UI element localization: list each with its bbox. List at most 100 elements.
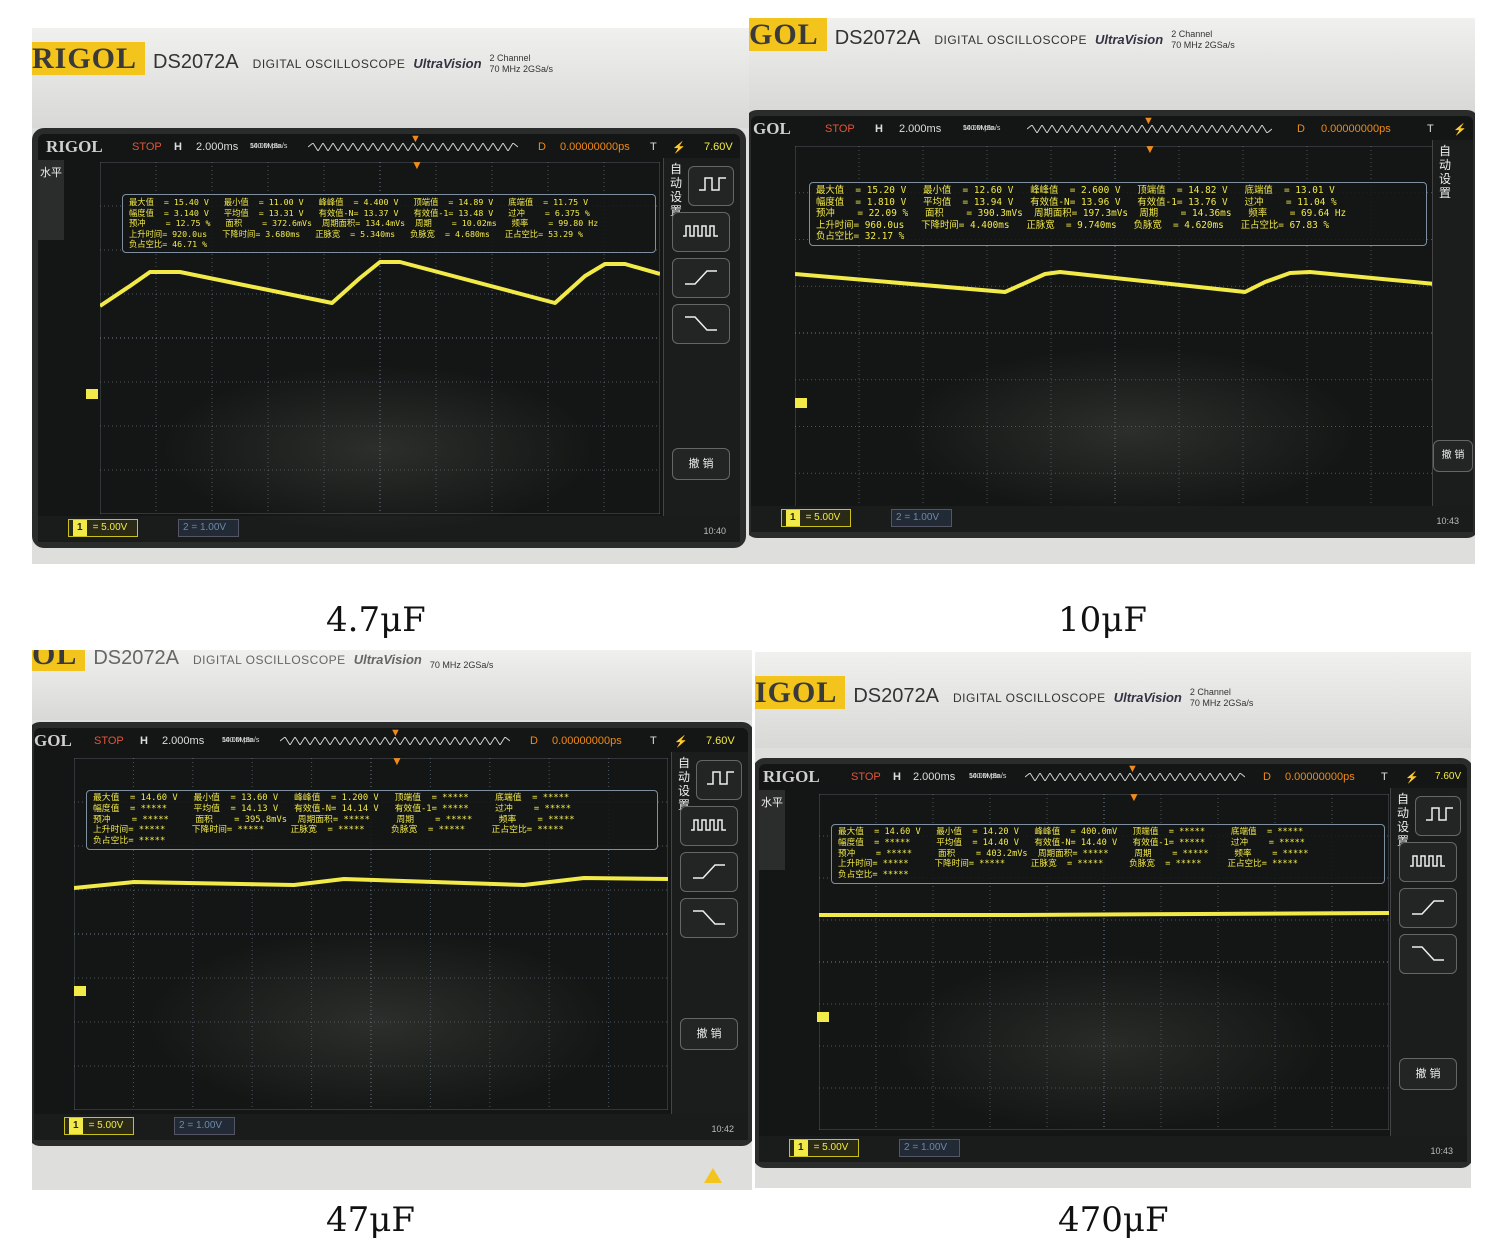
- trigger-delay[interactable]: 0.00000000ps: [1321, 123, 1391, 135]
- ch2-number: 2: [183, 522, 189, 533]
- sample-rate-value: 500.0MSa/s: [969, 773, 1007, 780]
- falling-edge-button[interactable]: [680, 898, 738, 938]
- brand-logo: GOL: [749, 18, 827, 51]
- scope-bezel: [749, 18, 1475, 112]
- delay-label: D: [1263, 771, 1271, 783]
- timebase[interactable]: 2.000ms: [899, 123, 942, 135]
- delay-label: D: [530, 735, 538, 747]
- falling-edge-button[interactable]: [1399, 934, 1457, 974]
- trigger-label: T: [1427, 123, 1434, 135]
- model-name: DS2072A: [853, 685, 939, 707]
- rising-edge-button[interactable]: [680, 852, 738, 892]
- multi-period-button[interactable]: [680, 806, 738, 846]
- memory-depth: 14.0M pts: [963, 125, 994, 132]
- run-status[interactable]: STOP: [851, 771, 881, 783]
- ch2-scale-box[interactable]: 2 = 1.00V: [178, 519, 240, 537]
- multi-period-button[interactable]: [1399, 842, 1457, 882]
- caption-2: 10μF: [1058, 600, 1147, 640]
- falling-edge-button[interactable]: [672, 304, 730, 344]
- ch2-scale: = 1.00V: [187, 1120, 223, 1131]
- meas-row: 负占空比= 46.71 %: [129, 239, 208, 249]
- trigger-position-marker: ▼: [390, 727, 401, 739]
- falling-edge-icon: [693, 910, 725, 925]
- rising-edge-icon: [1412, 900, 1444, 915]
- model-name: DS2072A: [93, 650, 179, 669]
- cancel-button[interactable]: 撤 销: [1399, 1058, 1457, 1090]
- screen-topbar: RIGOL STOP H 2.000ms 500.0MSa/s 14.0M pts…: [759, 763, 1467, 790]
- single-pulse-icon: [1426, 807, 1453, 821]
- single-period-button[interactable]: [688, 166, 734, 206]
- brand-strip: RIGOL DS2072A DIGITAL OSCILLOSCOPE UltraVis…: [32, 42, 553, 76]
- run-status[interactable]: STOP: [94, 735, 124, 747]
- screen-topbar: RIGOL STOP H 2.000ms 500.0MSa/s 14.0M pts…: [38, 133, 740, 160]
- trigger-level[interactable]: 7.60V: [1435, 771, 1462, 782]
- caption-3: 47μF: [326, 1200, 415, 1240]
- meas-row: 负占空比= *****: [93, 836, 166, 847]
- spec-label: 2 Channel 70 MHz 2GSa/s: [1171, 29, 1235, 51]
- autoset-menu: 自动设置 撤 销: [1432, 140, 1473, 506]
- trigger-delay[interactable]: 0.00000000ps: [552, 735, 622, 747]
- ch2-number: 2: [904, 1142, 910, 1153]
- ch1-waveform: [819, 911, 1389, 917]
- ch2-scale-box[interactable]: 2 = 1.00V: [174, 1117, 236, 1135]
- cancel-button[interactable]: 撤 销: [1433, 440, 1473, 472]
- rising-edge-button[interactable]: [1399, 888, 1457, 928]
- ch1-scale-box[interactable]: 1 = 5.00V: [781, 509, 852, 527]
- spec-bandwidth: 70 MHz 2GSa/s: [1189, 697, 1254, 708]
- multi-period-button[interactable]: [672, 212, 730, 252]
- brand-strip: OL DS2072A DIGITAL OSCILLOSCOPE UltraVision…: [32, 650, 493, 672]
- dso-label: DIGITAL OSCILLOSCOPE: [252, 57, 406, 71]
- channel-bar: 1 = 5.00V 2 = 1.00V 10:43: [759, 1136, 1467, 1162]
- meas-row: 预冲 = 12.75 % 面积 = 372.6mVs 周期面积= 134.4mV…: [129, 218, 599, 228]
- horizontal-tab[interactable]: 水平: [38, 160, 64, 240]
- trigger-level[interactable]: 7.60V: [706, 735, 735, 747]
- scope-bezel: [755, 652, 1471, 748]
- ch2-scale-box[interactable]: 2 = 1.00V: [891, 509, 953, 527]
- ultravision-label: UltraVision: [413, 56, 482, 71]
- autoset-title: 自动设置: [1439, 144, 1452, 200]
- single-period-button[interactable]: [1415, 796, 1461, 836]
- ch1-scale-box[interactable]: 1 = 5.00V: [68, 519, 139, 537]
- ch2-scale-box[interactable]: 2 = 1.00V: [899, 1139, 961, 1157]
- ch1-number: 1: [786, 510, 800, 526]
- trigger-marker-icon: ▼: [411, 158, 423, 172]
- falling-edge-icon: [685, 316, 717, 331]
- run-status[interactable]: STOP: [825, 123, 855, 135]
- trigger-delay[interactable]: 0.00000000ps: [1285, 771, 1355, 783]
- trigger-position-marker: ▼: [1143, 115, 1154, 127]
- ch1-scale: = 5.00V: [92, 522, 128, 533]
- horizontal-tab[interactable]: 水平: [759, 790, 785, 870]
- trigger-level[interactable]: 7.60V: [704, 141, 733, 153]
- autoset-title: 自动设置: [670, 162, 683, 218]
- run-status[interactable]: STOP: [132, 141, 162, 153]
- trigger-delay[interactable]: 0.00000000ps: [560, 141, 630, 153]
- meas-row: 最大值 = 15.40 V 最小值 = 11.00 V 峰峰值 = 4.400 …: [129, 197, 589, 207]
- memory-depth: 14.0M pts: [250, 143, 281, 150]
- ch1-scale-box[interactable]: 1 = 5.00V: [789, 1139, 860, 1157]
- screen-logo: GOL: [753, 119, 791, 138]
- h-label: H: [140, 735, 148, 747]
- trace-2: [795, 270, 1435, 294]
- multi-pulse-icon: [683, 225, 718, 237]
- trigger-edge-icon: ⚡: [1405, 772, 1419, 784]
- multi-pulse-icon: [691, 819, 726, 831]
- rising-edge-button[interactable]: [672, 258, 730, 298]
- ch1-scale-box[interactable]: 1 = 5.00V: [64, 1117, 135, 1135]
- cancel-button[interactable]: 撤 销: [680, 1018, 738, 1050]
- meas-row: 上升时间= ***** 下降时间= ***** 正脉宽 = ***** 负脉宽 …: [93, 825, 564, 836]
- falling-edge-icon: [1412, 946, 1444, 961]
- cancel-button[interactable]: 撤 销: [672, 448, 730, 480]
- timebase[interactable]: 2.000ms: [162, 735, 205, 747]
- ch1-ground-marker: [817, 1012, 829, 1022]
- ch2-number: 2: [179, 1120, 185, 1131]
- ultravision-label: UltraVision: [353, 652, 422, 667]
- measurement-panel: 最大值 = 15.40 V 最小值 = 11.00 V 峰峰值 = 4.400 …: [122, 194, 656, 253]
- screen-logo: GOL: [34, 731, 72, 750]
- channel-bar: 1 = 5.00V 2 = 1.00V 10:43: [751, 506, 1473, 532]
- timebase[interactable]: 2.000ms: [913, 771, 956, 783]
- timebase[interactable]: 2.000ms: [196, 141, 239, 153]
- scope-screen: RIGOL STOP H 2.000ms 500.0MSa/s 14.0M pts…: [38, 133, 740, 542]
- meas-row: 预冲 = 22.09 % 面积 = 390.3mVs 周期面积= 197.3mV…: [816, 208, 1347, 219]
- spec-channels: 2 Channel: [1171, 28, 1213, 39]
- single-period-button[interactable]: [696, 760, 742, 800]
